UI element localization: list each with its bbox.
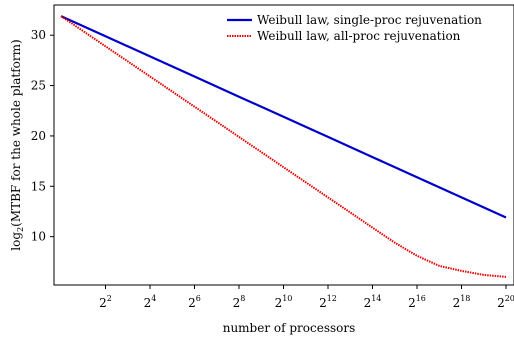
plot-frame [53, 4, 514, 286]
x-tick-exponent-2: 6 [196, 294, 201, 303]
x-tick-base-8: 2 [453, 296, 461, 310]
x-tick-base-3: 2 [233, 296, 241, 310]
x-tick-exponent-8: 18 [460, 294, 470, 303]
y-axis-title-rest: (MTBF for the whole platform) [9, 39, 23, 227]
y-tick-label-1: 15 [31, 179, 46, 193]
x-tick-exponent-5: 12 [327, 294, 337, 303]
x-tick-label-2: 26 [188, 294, 201, 310]
legend: Weibull law, single-proc rejuvenation We… [227, 13, 482, 43]
x-tick-base-4: 2 [275, 296, 283, 310]
x-tick-exponent-3: 8 [240, 294, 245, 303]
y-axis-title-log: log [9, 232, 23, 251]
y-axis-title: log2(MTBF for the whole platform) [9, 39, 25, 250]
x-axis: 22 24 26 28 210 212 214 216 218 220 [99, 285, 514, 310]
y-tick-label-3: 25 [31, 79, 46, 93]
x-tick-base-6: 2 [364, 296, 372, 310]
y-axis: 10 15 20 25 30 [31, 28, 54, 244]
x-tick-base-7: 2 [408, 296, 416, 310]
y-axis-title-subscript: 2 [16, 227, 25, 232]
legend-label-all-proc: Weibull law, all-proc rejuvenation [257, 29, 461, 43]
x-tick-exponent-4: 10 [282, 294, 292, 303]
series-line-1 [60, 15, 507, 278]
series-layer [60, 15, 507, 278]
x-axis-title: number of processors [223, 321, 356, 335]
x-tick-base-1: 2 [144, 296, 152, 310]
x-tick-label-1: 24 [144, 294, 157, 310]
x-tick-label-4: 210 [275, 294, 293, 310]
x-tick-label-3: 28 [233, 294, 246, 310]
x-tick-base-5: 2 [319, 296, 327, 310]
legend-label-single-proc: Weibull law, single-proc rejuvenation [257, 13, 482, 27]
x-tick-label-5: 212 [319, 294, 337, 310]
x-tick-label-8: 218 [453, 294, 471, 310]
y-tick-label-2: 20 [31, 129, 46, 143]
x-tick-exponent-1: 4 [151, 294, 156, 303]
x-tick-exponent-7: 16 [416, 294, 426, 303]
y-tick-label-0: 10 [31, 230, 46, 244]
x-tick-base-2: 2 [188, 296, 196, 310]
series-line-0 [60, 15, 507, 219]
x-tick-exponent-0: 2 [107, 294, 112, 303]
x-tick-base-0: 2 [99, 296, 107, 310]
x-tick-base-9: 2 [497, 296, 505, 310]
x-tick-label-9: 220 [497, 294, 514, 310]
x-tick-exponent-6: 14 [371, 294, 381, 303]
x-tick-label-7: 216 [408, 294, 426, 310]
y-tick-label-4: 30 [31, 28, 46, 42]
x-tick-exponent-9: 20 [505, 294, 514, 303]
x-tick-label-0: 22 [99, 294, 112, 310]
x-tick-label-6: 214 [364, 294, 382, 310]
